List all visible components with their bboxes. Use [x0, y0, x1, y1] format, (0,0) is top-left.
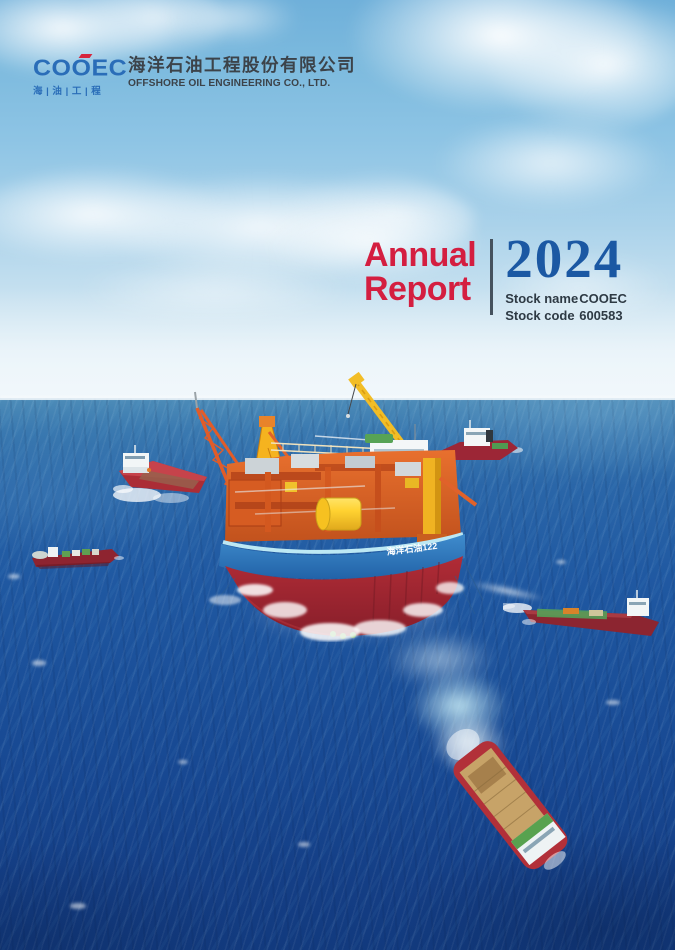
- company-name-en: OFFSHORE OIL ENGINEERING CO., LTD.: [128, 78, 331, 90]
- foam-speck: [606, 700, 620, 705]
- horizon: [0, 396, 675, 399]
- logo-wordmark: COOEC: [33, 55, 128, 81]
- company-name-zh: 海洋石油工程股份有限公司: [128, 55, 356, 75]
- title-divider: [490, 239, 494, 315]
- cloud: [140, 0, 320, 50]
- stock-name-label: Stock name: [505, 290, 579, 306]
- report-title-line2: Report: [364, 270, 471, 308]
- stock-code-row: Stock code 600583: [505, 307, 627, 325]
- supply-vessel-far-left: [32, 547, 124, 569]
- fpso-platform-illustration: 海洋石油122: [194, 371, 484, 641]
- cooec-logo: COOEC 海 | 油 | 工 | 程: [33, 54, 128, 97]
- offloading-arm: [438, 476, 478, 507]
- foam-speck: [70, 903, 86, 909]
- deck-rim: [222, 532, 464, 554]
- stock-name-row: Stock name COOEC: [505, 290, 627, 308]
- report-year: 2024: [505, 228, 624, 289]
- cloud: [325, 0, 675, 145]
- report-title: Annual Report: [364, 236, 477, 308]
- report-title-line1: Annual: [364, 236, 477, 274]
- stock-info: Stock name COOEC Stock code 600583: [505, 290, 627, 325]
- stock-code-value: 600583: [579, 308, 623, 324]
- company-names: 海洋石油工程股份有限公司 OFFSHORE OIL ENGINEERING CO…: [128, 55, 356, 90]
- hull-blue-band: [219, 534, 465, 579]
- cargo-vessel-right: [503, 590, 659, 636]
- foam-speck: [178, 760, 188, 764]
- title-block: Annual Report 2024 Stock name COOEC Stoc…: [364, 228, 627, 325]
- stock-code-label: Stock code: [505, 308, 575, 324]
- stock-name-value: COOEC: [579, 290, 627, 306]
- year-column: 2024 Stock name COOEC Stock code 600583: [505, 228, 627, 325]
- supply-vessel-right: [431, 420, 523, 461]
- crane-pedestal: [417, 458, 447, 542]
- cargo-vessel-bottom: [446, 728, 568, 870]
- brand-header: COOEC 海 | 油 | 工 | 程 海洋石油工程股份有限公司 OFFSHOR…: [33, 54, 356, 97]
- cloud: [420, 105, 675, 220]
- foam-speck: [556, 560, 566, 564]
- foam-speck: [8, 574, 20, 579]
- logo-subtext: 海 | 油 | 工 | 程: [33, 86, 102, 97]
- foam-speck: [298, 842, 310, 847]
- foam-speck: [32, 660, 46, 666]
- topsides-modules: [225, 450, 461, 542]
- supply-vessel-left: [113, 445, 207, 503]
- yellow-drum: [315, 497, 362, 531]
